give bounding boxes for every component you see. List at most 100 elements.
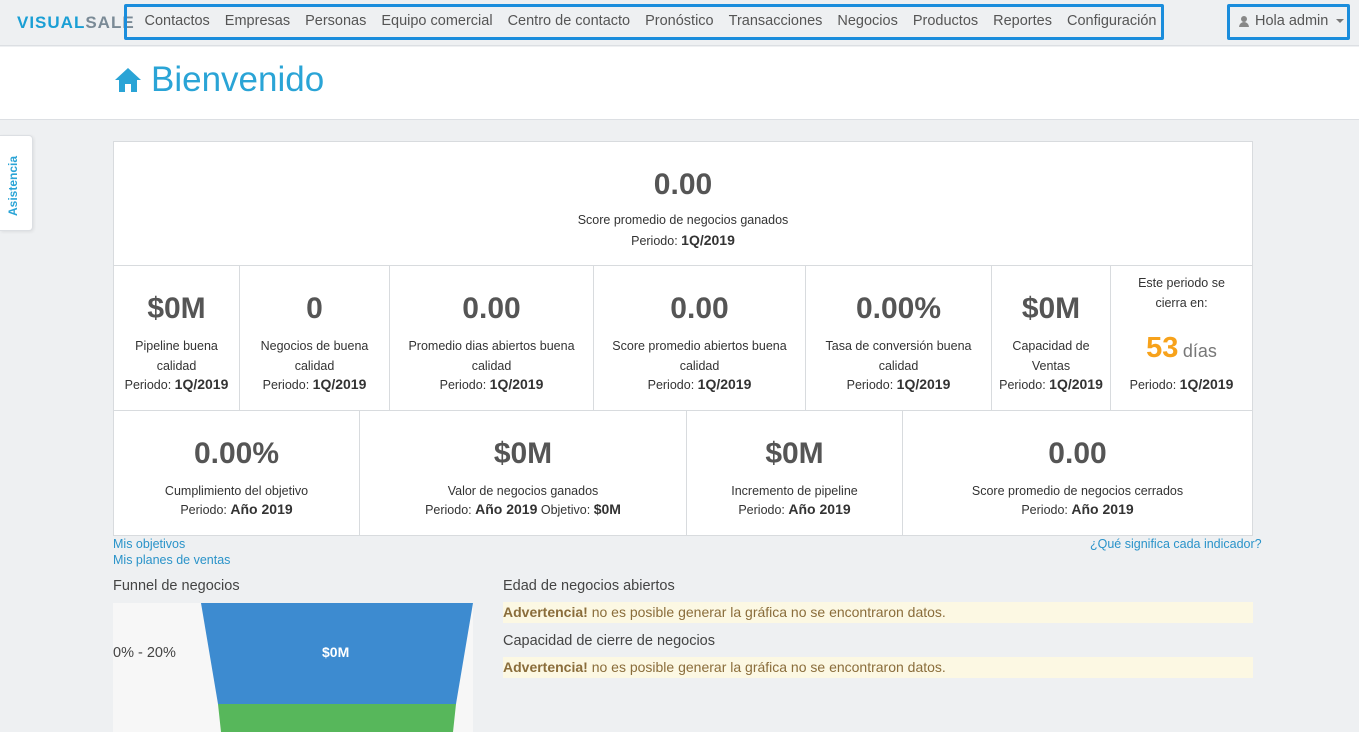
kpi-value: $0M (493, 437, 553, 470)
kpi-period: Periodo: 1Q/2019 (114, 376, 239, 392)
nav-item-equipo-comercial[interactable]: Equipo comercial (381, 13, 493, 29)
nav-item-empresas[interactable]: Empresas (224, 13, 291, 29)
kpi-label: Score promedio abiertos buena calidad (612, 339, 787, 373)
kpi-panel-row2: 0.00% Cumplimiento del objetivo Periodo:… (113, 410, 1253, 536)
brand-part-2: SALE (85, 13, 135, 32)
indicator-help-link[interactable]: ¿Qué significa cada indicador? (1090, 537, 1262, 551)
kpi-promedio-dias-abiertos: 0.00 Promedio dias abiertos buena calida… (390, 266, 594, 410)
period-prefix: Periodo: (425, 503, 472, 517)
funnel-range-label: 0% - 20% (113, 645, 176, 661)
nav-item-centro-de-contacto[interactable]: Centro de contacto (507, 13, 631, 29)
period-value: 1Q/2019 (681, 232, 735, 248)
period-value: 1Q/2019 (174, 376, 229, 392)
kpi-value: 0 (306, 292, 323, 325)
funnel-title: Funnel de negocios (113, 578, 240, 594)
kpi-period-closing: Este periodo se cierra en: 53 días Perio… (1111, 266, 1252, 410)
nav-item-personas[interactable]: Personas (305, 13, 367, 29)
funnel-svg (201, 603, 473, 732)
funnel-chart: 0% - 20% $0M (113, 603, 473, 732)
caret-down-icon (1336, 19, 1345, 23)
period-prefix: Periodo: (999, 378, 1046, 392)
my-objectives-link[interactable]: Mis objetivos (113, 537, 186, 551)
kpi-cumplimiento-objetivo: 0.00% Cumplimiento del objetivo Periodo:… (114, 411, 360, 535)
kpi-period: Periodo: Año 2019 (114, 501, 359, 517)
warning-strong: Advertencia! (503, 604, 588, 620)
kpi-period: Periodo: Año 2019 (687, 501, 902, 517)
nav-item-reportes[interactable]: Reportes (993, 13, 1052, 29)
age-chart-title: Edad de negocios abiertos (503, 578, 675, 594)
kpi-value: 0.00% (855, 292, 942, 325)
kpi-period: Periodo: 1Q/2019 (240, 376, 389, 392)
capacity-chart-title: Capacidad de cierre de negocios (503, 633, 715, 649)
kpi-label: Tasa de conversión buena calidad (825, 339, 972, 373)
period-value: Año 2019 (475, 501, 538, 517)
warning-text: no es posible generar la gráfica no se e… (591, 659, 946, 675)
brand-logo[interactable]: VISUALSALE (17, 13, 135, 33)
kpi-value: 0.00% (193, 437, 280, 470)
kpi-panel-top: 0.00 Score promedio de negocios ganados … (113, 141, 1253, 266)
kpi-period: Periodo: 1Q/2019 (594, 376, 805, 392)
kpi-label: Score promedio de negocios ganados (577, 213, 789, 227)
warning-text: no es posible generar la gráfica no se e… (591, 604, 946, 620)
kpi-capacidad-ventas: $0M Capacidad de Ventas Periodo: 1Q/2019 (992, 266, 1111, 410)
kpi-value: $0M (147, 292, 206, 325)
home-icon (115, 68, 141, 92)
kpi-label: Incremento de pipeline (731, 484, 858, 498)
user-menu[interactable]: Hola admin (1227, 4, 1350, 40)
top-navbar: VISUALSALE Contactos Empresas Personas E… (0, 0, 1359, 46)
kpi-score-cerrados: 0.00 Score promedio de negocios cerrados… (903, 411, 1252, 535)
days-count: 53 (1146, 332, 1179, 364)
goal-value: $0M (593, 501, 621, 517)
kpi-negocios-buena-calidad: 0 Negocios de buena calidad Periodo: 1Q/… (240, 266, 390, 410)
user-icon (1239, 15, 1249, 27)
kpi-valor-negocios-ganados: $0M Valor de negocios ganados Periodo: A… (360, 411, 687, 535)
nav-item-configuracion[interactable]: Configuración (1066, 13, 1157, 29)
kpi-period: Periodo: 1Q/2019 (1111, 376, 1252, 392)
assistance-tab[interactable]: Asistencia (0, 135, 33, 231)
period-prefix: Periodo: (124, 378, 172, 392)
period-prefix: Periodo: (1129, 378, 1177, 392)
kpi-value: 0.00 (670, 292, 729, 325)
warning-strong: Advertencia! (503, 659, 588, 675)
period-value: 1Q/2019 (489, 376, 544, 392)
period-prefix: Periodo: (647, 378, 695, 392)
kpi-value: 0.00 (1048, 437, 1107, 470)
funnel-stage-value: $0M (322, 644, 350, 660)
kpi-tasa-conversion: 0.00% Tasa de conversión buena calidad P… (806, 266, 992, 410)
kpi-label: Cumplimiento del objetivo (164, 484, 309, 498)
period-value: 1Q/2019 (312, 376, 367, 392)
kpi-period: Periodo: 1Q/2019 (114, 232, 1252, 248)
nav-item-productos[interactable]: Productos (912, 13, 979, 29)
period-value: 1Q/2019 (1179, 376, 1234, 392)
period-prefix: Periodo: (846, 378, 894, 392)
kpi-value: $0M (765, 437, 824, 470)
user-menu-label: Hola admin (1255, 13, 1329, 29)
kpi-incremento-pipeline: $0M Incremento de pipeline Periodo: Año … (687, 411, 903, 535)
main-menu: Contactos Empresas Personas Equipo comer… (124, 4, 1164, 40)
period-prefix: Periodo: (180, 503, 227, 517)
kpi-period: Periodo: Año 2019 Objetivo: $0M (360, 501, 686, 517)
period-prefix: Periodo: (1021, 503, 1068, 517)
period-value: 1Q/2019 (697, 376, 752, 392)
funnel-stage-top (201, 603, 473, 704)
kpi-value: 0.00 (653, 168, 713, 201)
period-value: Año 2019 (788, 501, 851, 517)
kpi-label: Valor de negocios ganados (447, 484, 599, 498)
nav-item-transacciones[interactable]: Transacciones (728, 13, 823, 29)
kpi-period: Periodo: Año 2019 (903, 501, 1252, 517)
nav-item-pronostico[interactable]: Pronóstico (645, 13, 714, 29)
period-prefix: Periodo: (738, 503, 785, 517)
kpi-score-abiertos: 0.00 Score promedio abiertos buena calid… (594, 266, 806, 410)
closing-days: 53 días (1111, 332, 1252, 365)
kpi-period: Periodo: 1Q/2019 (806, 376, 991, 392)
period-value: Año 2019 (1071, 501, 1134, 517)
kpi-panel-row1: $0M Pipeline buena calidad Periodo: 1Q/2… (113, 265, 1253, 411)
nav-item-contactos[interactable]: Contactos (144, 13, 210, 29)
closing-label: Este periodo se cierra en: (1138, 276, 1225, 310)
my-sales-plans-link[interactable]: Mis planes de ventas (113, 553, 231, 567)
nav-item-negocios[interactable]: Negocios (837, 13, 898, 29)
age-chart-warning: Advertencia! no es posible generar la gr… (503, 602, 1253, 623)
kpi-period: Periodo: 1Q/2019 (390, 376, 593, 392)
period-value: 1Q/2019 (896, 376, 951, 392)
period-prefix: Periodo: (262, 378, 310, 392)
